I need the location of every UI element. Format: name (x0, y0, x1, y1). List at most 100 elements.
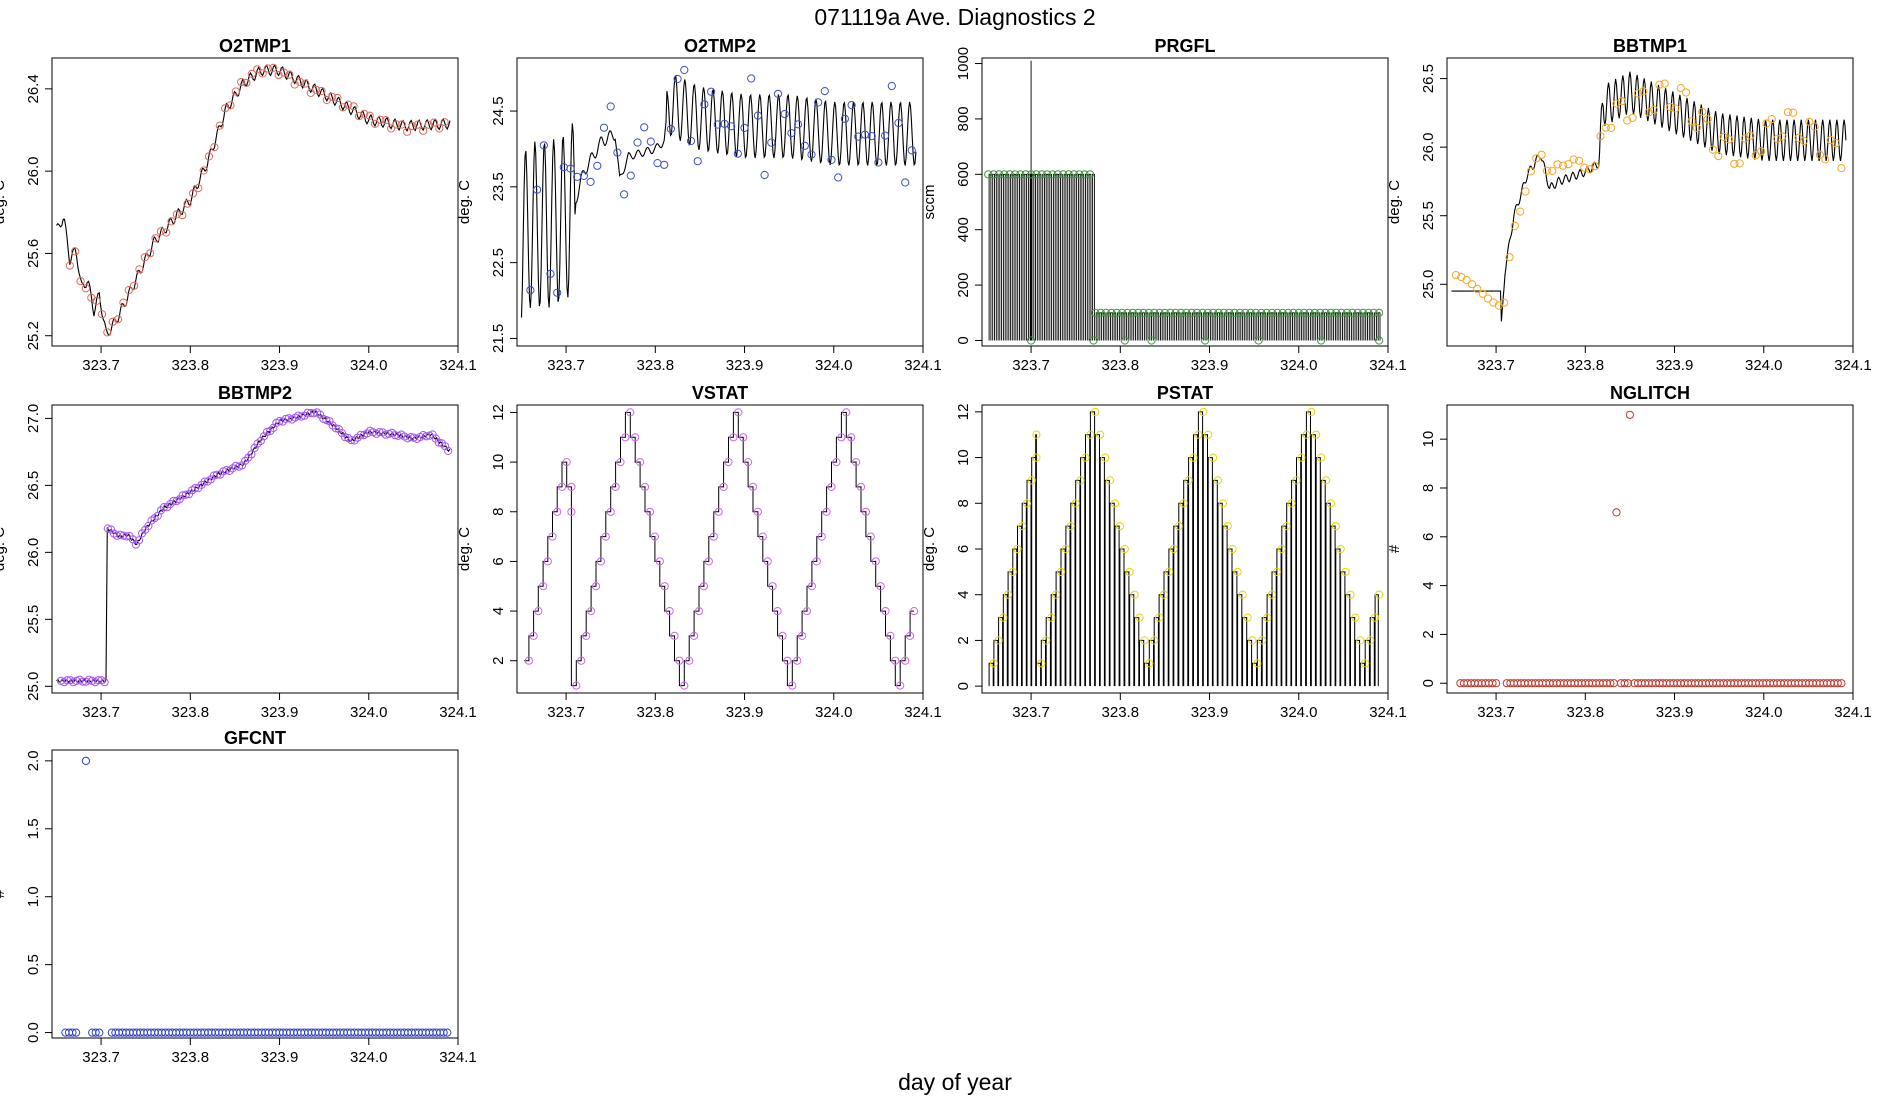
data-point (183, 199, 192, 208)
data-point (1623, 116, 1632, 125)
y-tick-label: 12 (490, 404, 507, 421)
data-point (660, 160, 669, 169)
data-point (391, 431, 400, 440)
data-point (135, 265, 144, 274)
data-point (867, 132, 876, 141)
panel-title: BBTMP1 (1613, 36, 1687, 56)
data-point (1048, 170, 1057, 179)
data-point (1317, 336, 1326, 345)
data-point (384, 429, 393, 438)
x-tick-label: 323.8 (172, 704, 210, 721)
plot-area (984, 60, 1384, 345)
data-point (1516, 207, 1525, 216)
data-point (753, 111, 763, 120)
data-point (1767, 115, 1776, 124)
data-point (1277, 544, 1286, 554)
data-point (1258, 636, 1267, 645)
data-point (714, 507, 723, 516)
data-point (1199, 407, 1208, 416)
x-tick-label: 324.0 (350, 357, 388, 374)
data-point (1356, 636, 1365, 645)
data-point (72, 1028, 81, 1037)
data-point (1644, 108, 1653, 117)
data-point (1233, 567, 1242, 577)
data-point (1601, 123, 1610, 132)
data-point (81, 284, 91, 293)
data-point (1273, 308, 1282, 317)
data-point (707, 87, 716, 96)
data-point (1218, 499, 1228, 508)
data-point (406, 433, 415, 442)
x-tick-label: 324.0 (1280, 704, 1318, 721)
data-point (178, 211, 187, 220)
data-point (269, 63, 278, 72)
data-point (1096, 308, 1105, 317)
x-tick-label: 323.8 (1567, 357, 1605, 374)
plot-area (61, 756, 452, 1037)
data-point (297, 412, 306, 421)
y-tick-label: 6 (955, 545, 972, 553)
data-point (1230, 308, 1239, 317)
data-point (1032, 170, 1041, 179)
data-point (910, 607, 919, 616)
data-point (92, 296, 101, 305)
data-point (1284, 308, 1293, 317)
data-point (1204, 430, 1213, 439)
data-point (172, 210, 181, 219)
panel-gfcnt: GFCNT #323.7 323.8 323.9 324.0 324.1 0.0 0.5 1.0… (0, 728, 477, 1066)
data-point (1510, 221, 1519, 230)
data-point (215, 121, 224, 130)
data-point (134, 536, 144, 545)
data-point (100, 678, 109, 687)
y-axis-label: # (0, 889, 8, 898)
data-point (108, 317, 117, 326)
series-line (56, 409, 451, 684)
panel-title: BBTMP2 (218, 383, 292, 403)
data-point (1815, 150, 1825, 159)
data-point (631, 433, 640, 442)
y-tick-label: 25.6 (25, 239, 42, 268)
y-tick-label: 22.5 (490, 248, 507, 277)
data-point (113, 315, 123, 324)
data-point (381, 430, 390, 439)
data-point (579, 171, 589, 180)
data-point (1184, 476, 1193, 485)
data-point (422, 432, 431, 441)
figure-title: 071119a Ave. Diagnostics 2 (814, 4, 1095, 30)
data-point (1625, 410, 1635, 419)
data-point (1251, 308, 1261, 317)
data-point (670, 631, 679, 641)
data-point (653, 159, 662, 168)
data-point (626, 171, 635, 180)
data-point (577, 656, 586, 665)
data-point (1326, 308, 1336, 317)
data-point (1575, 156, 1584, 165)
data-point (1361, 659, 1370, 668)
data-point (1783, 108, 1793, 117)
y-axis-label: deg. C (0, 180, 8, 224)
data-point (1018, 522, 1027, 531)
data-point (443, 1028, 452, 1037)
plot-frame (51, 57, 459, 347)
data-point (1120, 544, 1129, 554)
data-point (524, 656, 534, 665)
data-point (621, 433, 630, 442)
data-point (606, 102, 615, 111)
data-point (103, 328, 112, 337)
data-point (1369, 308, 1378, 317)
plot-frame (516, 404, 924, 694)
data-point (1071, 499, 1080, 508)
data-point (1332, 308, 1341, 317)
data-point (640, 123, 649, 132)
data-point (312, 85, 321, 95)
data-point (1056, 567, 1066, 577)
data-point (1591, 162, 1600, 171)
data-point (1159, 590, 1169, 599)
data-point (1254, 336, 1263, 345)
data-point (1076, 476, 1085, 485)
data-point (413, 120, 422, 129)
data-point (901, 178, 910, 187)
series-line (524, 411, 915, 687)
data-point (435, 124, 444, 133)
data-point (800, 141, 809, 150)
